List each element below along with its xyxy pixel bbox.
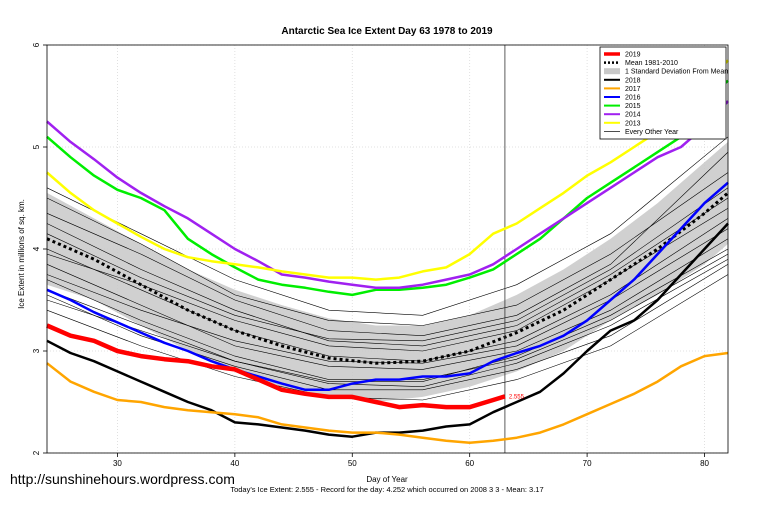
footer-stats: Today's Ice Extent: 2.555 - Record for t… bbox=[230, 485, 543, 494]
legend-label: Every Other Year bbox=[625, 129, 679, 136]
other-year-line bbox=[46, 136, 729, 316]
other-year-line bbox=[46, 274, 729, 401]
y-tick-label: 6 bbox=[32, 42, 41, 47]
y-tick-label: 5 bbox=[32, 144, 41, 149]
current-value-label: 2.555 bbox=[509, 394, 525, 400]
legend-swatch bbox=[604, 68, 620, 75]
other-year-line bbox=[46, 172, 729, 326]
x-tick-label: 50 bbox=[348, 459, 357, 468]
legend-label: 2015 bbox=[625, 103, 641, 110]
other-year-line bbox=[46, 238, 729, 370]
series-line-2019 bbox=[46, 323, 506, 410]
x-tick-label: 40 bbox=[230, 459, 239, 468]
x-tick-label: 60 bbox=[465, 459, 474, 468]
legend-label: 2019 bbox=[625, 52, 641, 59]
legend-label: 2016 bbox=[625, 95, 641, 102]
other-year-line bbox=[46, 151, 729, 337]
other-year-line bbox=[46, 248, 729, 382]
y-tick-label: 2 bbox=[32, 450, 41, 455]
series-line-2013 bbox=[46, 59, 729, 281]
series-line-2014 bbox=[46, 100, 729, 290]
other-year-line bbox=[46, 258, 729, 388]
series-line-2015 bbox=[46, 79, 729, 297]
series-line-2017 bbox=[46, 351, 729, 445]
mean-line bbox=[46, 191, 729, 365]
legend-label: 2018 bbox=[625, 77, 641, 84]
series-line-2016 bbox=[46, 181, 729, 392]
other-year-line bbox=[46, 264, 729, 391]
chart-title: Antarctic Sea Ice Extent Day 63 1978 to … bbox=[281, 26, 493, 37]
credit-url: http://sunshinehours.wordpress.com bbox=[10, 471, 235, 487]
x-tick-label: 80 bbox=[700, 459, 709, 468]
x-tick-label: 30 bbox=[113, 459, 122, 468]
x-tick-label: 70 bbox=[583, 459, 592, 468]
legend-label: 2014 bbox=[625, 112, 641, 119]
legend-label: 2013 bbox=[625, 120, 641, 127]
legend-label: Mean 1981-2010 bbox=[625, 60, 678, 67]
y-axis-label: Ice Extent in millions of sq. km. bbox=[17, 199, 26, 309]
other-year-line bbox=[46, 218, 729, 362]
other-year-line bbox=[46, 197, 729, 347]
legend-box bbox=[599, 46, 727, 140]
legend-label: 2017 bbox=[625, 86, 641, 93]
legend-label: 1 Standard Deviation From Mean bbox=[625, 69, 728, 76]
other-year-line bbox=[46, 187, 729, 342]
x-axis-label: Day of Year bbox=[366, 475, 408, 484]
y-tick-label: 3 bbox=[32, 348, 41, 353]
y-tick-label: 4 bbox=[32, 246, 41, 251]
